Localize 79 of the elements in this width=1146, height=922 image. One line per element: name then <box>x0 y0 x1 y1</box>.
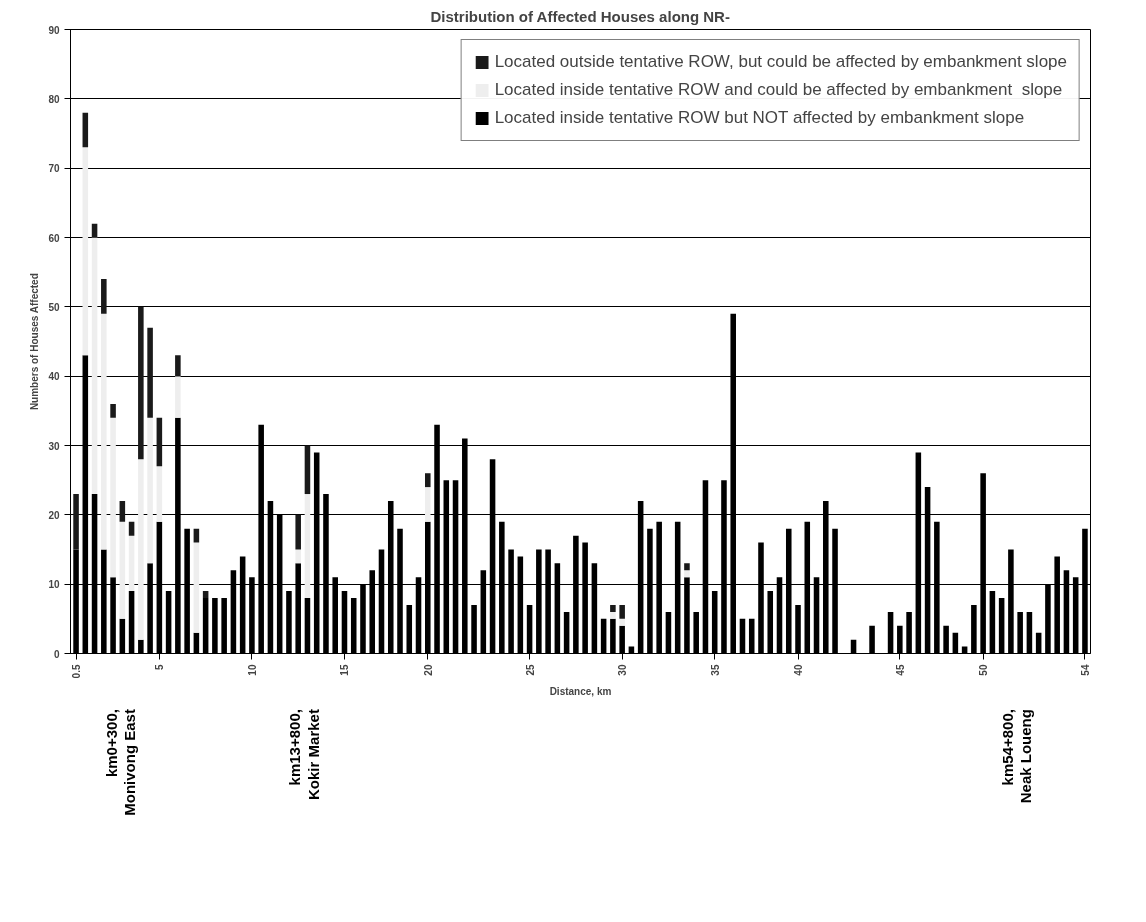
y-tick-label: 0 <box>53 648 60 660</box>
bar <box>147 327 153 418</box>
bar <box>119 521 126 619</box>
x-tick-label: 40 <box>793 664 805 676</box>
legend-label: Located inside tentative ROW and could be affected by embankment slope <box>494 80 1063 100</box>
bar <box>202 591 209 599</box>
bar <box>110 417 116 578</box>
bar <box>869 625 875 654</box>
y-tick-label: 90 <box>48 24 60 36</box>
y-tick-label: 10 <box>48 579 60 591</box>
bar <box>295 549 301 564</box>
text: km13+800, Kokir Market <box>285 709 322 800</box>
bar <box>767 591 774 654</box>
bar <box>175 355 181 377</box>
bar <box>101 279 107 314</box>
bar <box>748 618 755 654</box>
x-axis-title: Distance, km <box>549 686 612 698</box>
text: km54+800, Neak Loueng <box>998 709 1035 804</box>
bar <box>91 237 98 495</box>
x-tick-label: 0.5 <box>71 664 83 679</box>
bar <box>610 611 616 619</box>
y-tick-label: 20 <box>48 509 60 521</box>
y-tick-label: 30 <box>48 440 60 452</box>
y-tick-label: 40 <box>48 371 60 383</box>
bar <box>147 417 153 564</box>
x-tick-label: 30 <box>617 664 629 676</box>
x-tick-label: 25 <box>524 664 536 676</box>
bar <box>119 500 126 522</box>
bar <box>425 473 431 488</box>
bar <box>101 313 107 550</box>
bar <box>138 306 144 460</box>
bar <box>91 223 98 238</box>
x-tick-label: 54 <box>1079 664 1091 676</box>
bar <box>471 604 477 654</box>
bar <box>110 403 116 418</box>
bar <box>906 611 912 654</box>
bar <box>138 459 144 640</box>
y-tick-label: 70 <box>48 163 60 175</box>
bar <box>684 570 690 578</box>
bar <box>138 639 144 654</box>
x-tick-label: 5 <box>154 664 166 671</box>
y-tick-label: 80 <box>48 93 60 105</box>
bar <box>684 563 690 571</box>
bar <box>610 618 616 654</box>
x-tick-label: 20 <box>422 664 434 676</box>
text: km0+300, Monivong East <box>102 709 139 816</box>
bar <box>82 147 89 356</box>
chart-title: Distribution of Affected Houses along NR- <box>430 7 730 25</box>
bar <box>295 514 301 550</box>
y-tick-label: 60 <box>48 232 60 244</box>
bar <box>406 604 413 654</box>
bar <box>212 598 218 654</box>
x-tick-label: 50 <box>978 664 990 676</box>
bar <box>175 376 181 418</box>
bar <box>221 598 227 654</box>
bar <box>156 466 163 522</box>
x-tick-label: 10 <box>246 664 258 676</box>
bar <box>286 591 292 654</box>
bar <box>304 494 311 599</box>
bar <box>693 611 699 654</box>
bar <box>619 618 625 626</box>
x-tick-label: 35 <box>709 664 721 676</box>
bar <box>425 487 431 522</box>
y-tick-label: 50 <box>48 301 60 313</box>
bar <box>1017 611 1023 654</box>
y-axis-title: Numbers of Houses Affected <box>29 273 41 411</box>
bar <box>350 598 357 654</box>
bar <box>193 542 200 633</box>
legend-label: Located inside tentative ROW but NOT affected by embankment slope <box>494 108 1025 128</box>
bar <box>610 604 616 612</box>
bar <box>73 494 79 550</box>
bar <box>943 625 949 654</box>
bar <box>193 528 200 543</box>
bar <box>619 604 625 619</box>
x-tick-label: 45 <box>894 664 906 676</box>
legend-label: Located outside tentative ROW, but could be affected by embankment slope <box>494 52 1067 72</box>
bar <box>128 521 135 536</box>
bar <box>971 604 977 654</box>
x-tick-label: 15 <box>339 664 351 676</box>
